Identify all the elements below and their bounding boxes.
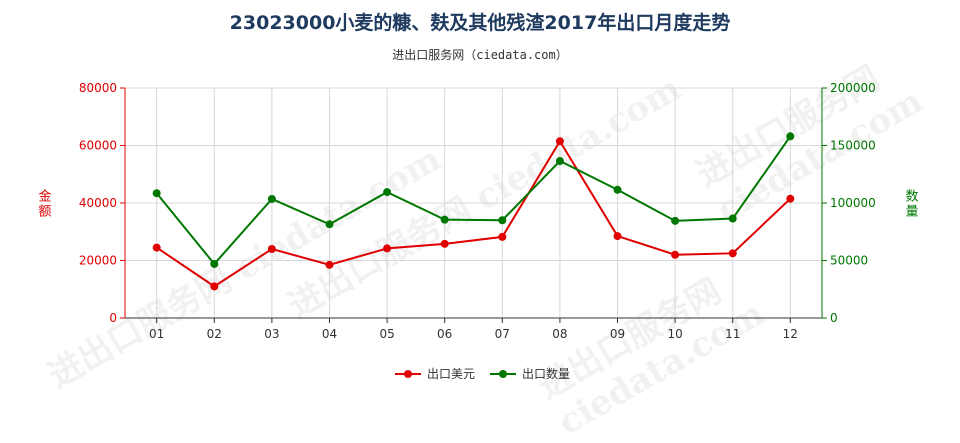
legend-label-1: 出口美元 — [427, 367, 475, 381]
data-point-series-1 — [728, 249, 737, 258]
left-tick-label: 60000 — [79, 139, 117, 153]
data-point-series-1 — [267, 245, 276, 253]
data-point-series-1 — [383, 244, 392, 253]
data-point-series-2 — [728, 214, 737, 223]
x-tick-label: 09 — [610, 327, 625, 341]
x-tick-label: 03 — [264, 327, 279, 341]
data-point-series-1 — [325, 260, 334, 269]
left-tick-label: 0 — [109, 311, 117, 325]
series-line-1 — [156, 139, 792, 288]
data-point-series-2 — [440, 215, 449, 224]
chart-title: 23023000小麦的糠、麸及其他残渣2017年出口月度走势 — [229, 12, 731, 34]
x-tick-label: 04 — [322, 327, 337, 341]
left-tick-label: 40000 — [79, 196, 117, 210]
x-tick-label: 01 — [149, 327, 164, 341]
data-point-series-2 — [786, 132, 795, 141]
data-point-series-2 — [267, 194, 276, 203]
x-tick-label: 11 — [725, 327, 740, 341]
data-point-series-2 — [383, 188, 392, 197]
data-point-series-1 — [210, 282, 219, 291]
right-tick-label: 200000 — [830, 81, 876, 95]
x-tick-label: 07 — [495, 327, 510, 341]
data-point-series-1 — [555, 137, 564, 146]
left-axis-label: 额 — [38, 205, 51, 220]
left-tick-label: 20000 — [79, 254, 117, 268]
x-tick-label: 02 — [207, 327, 222, 341]
left-axis-label: 金 — [38, 189, 51, 205]
data-point-series-2 — [325, 220, 334, 229]
data-point-series-2 — [555, 157, 564, 166]
chart-subtitle: 进出口服务网（ciedata.com） — [392, 48, 568, 62]
data-point-series-2 — [671, 216, 680, 225]
right-tick-label: 50000 — [830, 254, 868, 268]
data-point-series-1 — [671, 250, 680, 259]
data-point-series-1 — [152, 243, 161, 252]
x-tick-label: 12 — [783, 327, 798, 341]
data-point-series-1 — [613, 232, 622, 241]
right-tick-label: 150000 — [830, 139, 876, 153]
legend-label-2: 出口数量 — [522, 366, 570, 381]
series-line-2 — [155, 135, 792, 266]
x-tick-label: 08 — [552, 327, 567, 341]
data-point-series-1 — [786, 194, 795, 203]
legend-marker-2 — [499, 370, 507, 378]
data-point-series-2 — [613, 185, 622, 194]
right-axis-label: 数 — [905, 190, 918, 205]
right-tick-label: 100000 — [830, 196, 876, 210]
data-point-series-2 — [210, 259, 219, 268]
line-chart: 0 20000 40000 60000 80000 0 50000 100000 150000 2… — [38, 81, 918, 381]
x-tick-label: 05 — [379, 327, 394, 341]
x-tick-label: 10 — [667, 327, 682, 341]
left-tick-label: 80000 — [79, 81, 117, 95]
right-tick-label: 0 — [830, 311, 838, 325]
data-point-series-2 — [498, 216, 507, 225]
x-tick-label: 06 — [437, 327, 452, 341]
data-point-series-1 — [440, 239, 449, 248]
data-point-series-1 — [498, 232, 507, 241]
legend-marker-1 — [404, 370, 412, 378]
data-point-series-2 — [152, 189, 161, 198]
right-axis-label: 量 — [905, 205, 918, 220]
